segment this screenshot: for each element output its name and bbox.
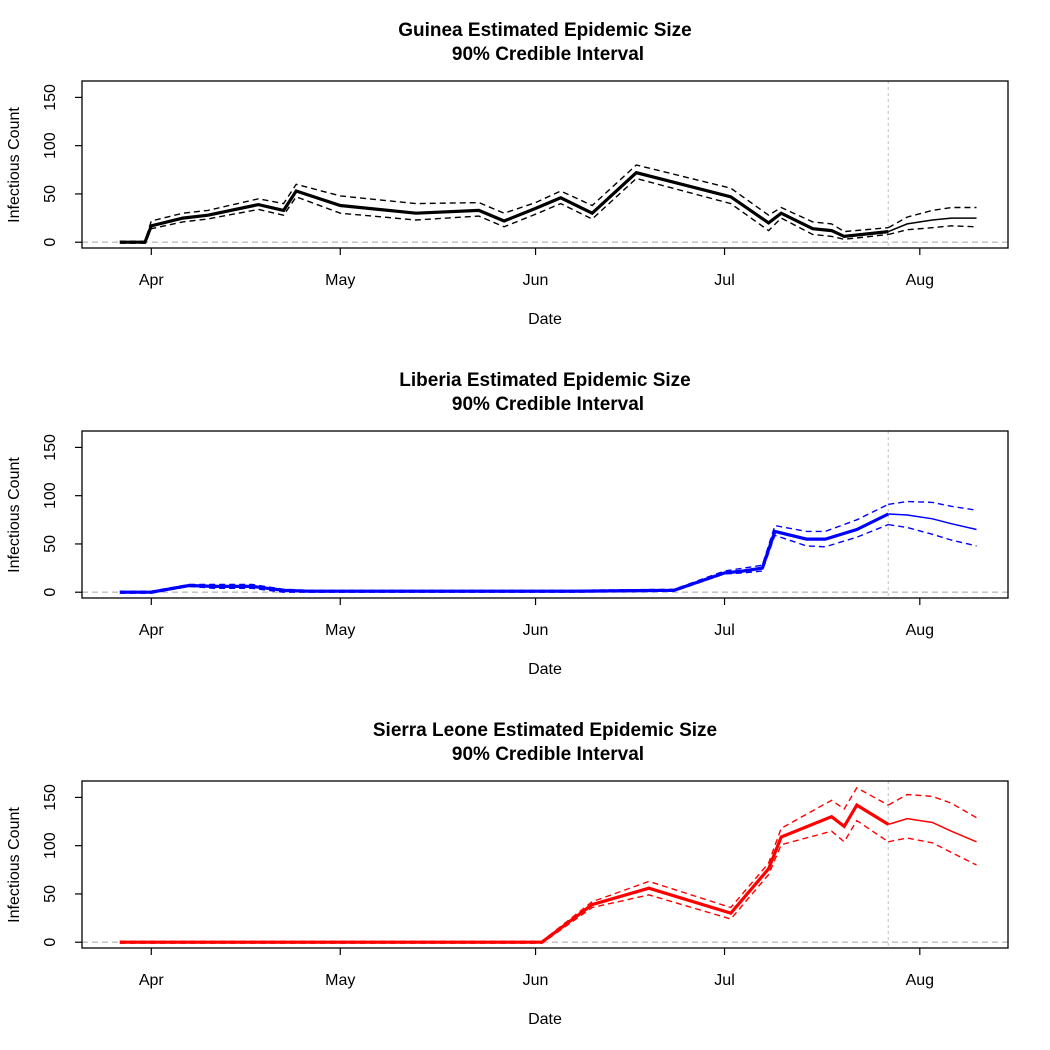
x-tick-label: Aug bbox=[906, 622, 934, 639]
x-axis-label: Date bbox=[528, 311, 562, 328]
x-tick-label: Jul bbox=[714, 972, 734, 989]
panel-title-line1: Guinea Estimated Epidemic Size bbox=[398, 20, 692, 41]
x-tick-label: Jun bbox=[523, 972, 549, 989]
y-tick-label: 50 bbox=[42, 535, 59, 553]
forecast-line bbox=[888, 217, 977, 233]
y-tick-label: 0 bbox=[42, 238, 59, 247]
panel-title-line2: 90% Credible Interval bbox=[452, 744, 644, 765]
forecast-upper-line bbox=[887, 793, 977, 819]
forecast-lower-line bbox=[888, 225, 977, 236]
x-tick-label: Apr bbox=[139, 272, 165, 289]
y-tick-label: 100 bbox=[42, 132, 59, 159]
sierra-leone-panel: Sierra Leone Estimated Epidemic Size 90%… bbox=[6, 720, 1009, 1028]
guinea-panel: Guinea Estimated Epidemic Size 90% Credi… bbox=[6, 20, 1009, 328]
forecast-line bbox=[888, 513, 977, 531]
y-tick-label: 150 bbox=[42, 784, 59, 811]
forecast-lower-line bbox=[888, 837, 977, 866]
y-axis-label: Infectious Count bbox=[6, 457, 23, 573]
plot-frame bbox=[81, 430, 1009, 599]
upper-bound-line bbox=[119, 164, 889, 242]
lower-bound-line bbox=[119, 819, 889, 944]
x-tick-label: Jul bbox=[714, 622, 734, 639]
y-tick-label: 100 bbox=[42, 482, 59, 509]
forecast-upper-line bbox=[887, 206, 977, 229]
y-axis-label: Infectious Count bbox=[6, 107, 23, 223]
panel-title-line2: 90% Credible Interval bbox=[452, 44, 644, 65]
x-tick-label: Apr bbox=[139, 622, 165, 639]
y-tick-label: 150 bbox=[42, 84, 59, 111]
plot-frame bbox=[81, 80, 1009, 249]
panel-title-line1: Liberia Estimated Epidemic Size bbox=[399, 370, 690, 391]
y-tick-label: 150 bbox=[42, 434, 59, 461]
forecast-lower-line bbox=[888, 523, 977, 547]
lower-bound-line bbox=[119, 177, 889, 244]
x-tick-label: Jun bbox=[523, 622, 549, 639]
x-axis-label: Date bbox=[528, 661, 562, 678]
panel-title-line1: Sierra Leone Estimated Epidemic Size bbox=[373, 720, 717, 741]
x-tick-label: Jul bbox=[714, 272, 734, 289]
x-axis-label: Date bbox=[528, 1011, 562, 1028]
x-tick-label: Jun bbox=[523, 272, 549, 289]
liberia-panel: Liberia Estimated Epidemic Size 90% Cred… bbox=[6, 370, 1009, 678]
forecast-upper-line bbox=[888, 500, 977, 511]
x-tick-label: May bbox=[325, 622, 355, 639]
x-tick-label: May bbox=[325, 272, 355, 289]
y-tick-label: 50 bbox=[42, 185, 59, 203]
y-tick-label: 50 bbox=[42, 885, 59, 903]
y-tick-label: 0 bbox=[42, 938, 59, 947]
forecast-line bbox=[888, 817, 977, 843]
estimate-line bbox=[119, 170, 889, 244]
upper-bound-line bbox=[119, 503, 889, 592]
y-tick-label: 0 bbox=[42, 588, 59, 597]
upper-bound-line bbox=[119, 786, 889, 942]
panel-title-line2: 90% Credible Interval bbox=[452, 394, 644, 415]
estimate-line bbox=[119, 512, 890, 594]
y-axis-label: Infectious Count bbox=[6, 807, 23, 923]
x-tick-label: Apr bbox=[139, 972, 165, 989]
x-tick-label: Aug bbox=[906, 972, 934, 989]
x-tick-label: Aug bbox=[906, 272, 934, 289]
plot-frame bbox=[81, 780, 1009, 949]
y-tick-label: 100 bbox=[42, 832, 59, 859]
estimate-line bbox=[119, 802, 890, 944]
x-tick-label: May bbox=[325, 972, 355, 989]
